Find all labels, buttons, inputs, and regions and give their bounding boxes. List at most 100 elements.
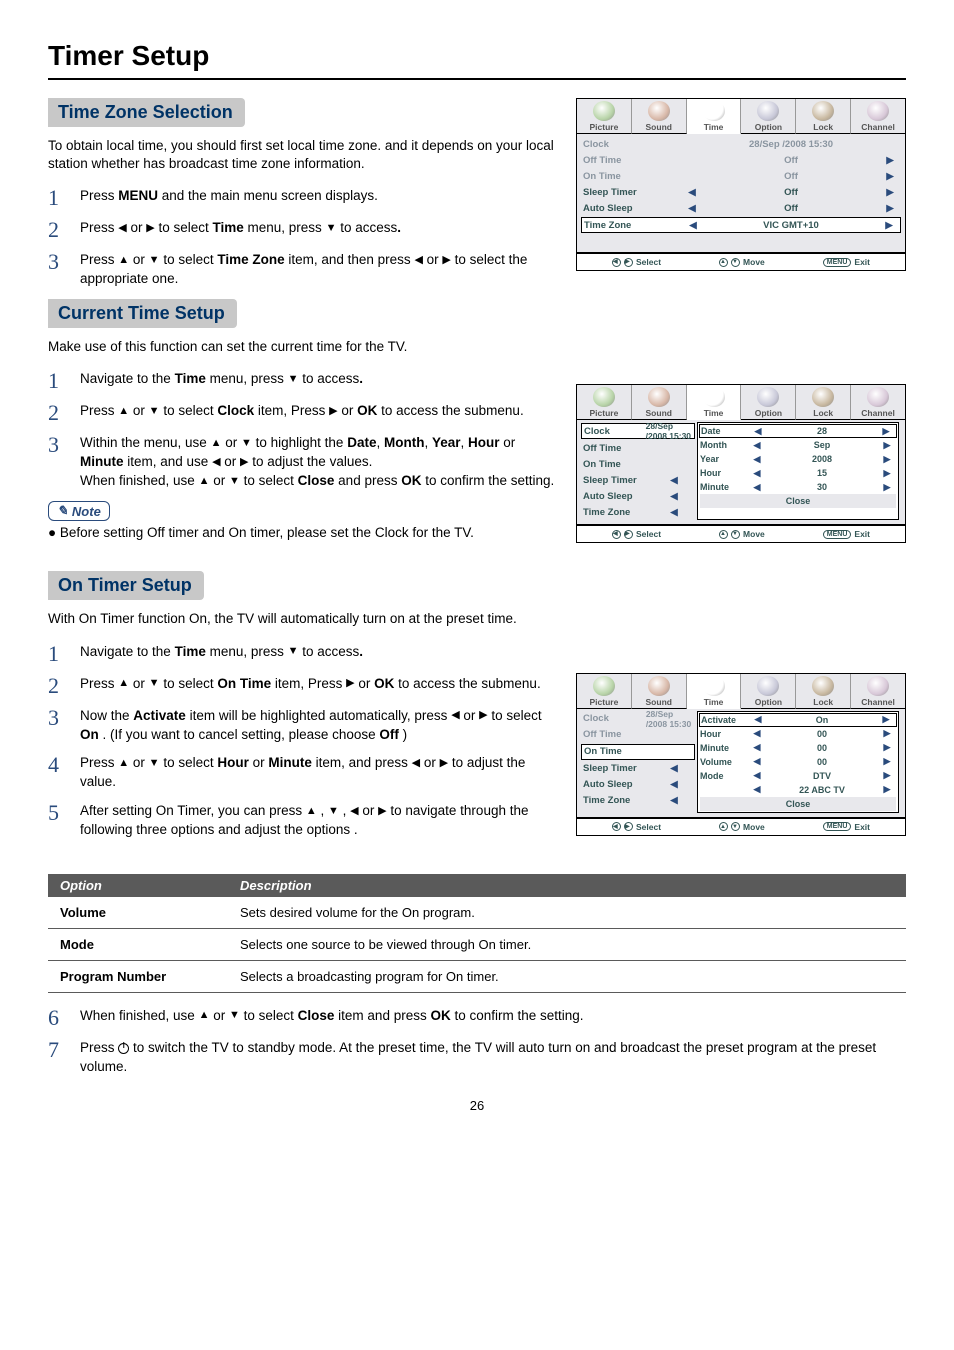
osd-tab: Option	[741, 674, 796, 709]
osd-sub-row: Hour◀15▶	[700, 466, 896, 480]
osd-row: Off TimeOff▶	[583, 152, 899, 168]
step-text: Press ▲ or ▼ to select Hour or Minute it…	[80, 754, 556, 792]
osd-tab: Sound	[632, 385, 687, 420]
osd-tab: Channel	[851, 99, 905, 134]
step-num: 2	[48, 675, 80, 697]
page-title: Timer Setup	[48, 40, 906, 80]
osd-sub-row: ◀22 ABC TV▶	[700, 783, 896, 797]
osd-tab: Channel	[851, 674, 905, 709]
table-header: Option	[48, 874, 228, 897]
osd-sub-row: Date◀28▶	[699, 424, 897, 438]
osd-row: Time Zone◀VIC GMT+10▶	[581, 217, 901, 233]
on-timer-options-table: Option Description VolumeSets desired vo…	[48, 874, 906, 993]
osd-row: Auto Sleep◀	[583, 777, 693, 793]
table-cell: Sets desired volume for the On program.	[228, 897, 906, 929]
step-num: 2	[48, 219, 80, 241]
step-text: When finished, use ▲ or ▼ to select Clos…	[80, 1007, 906, 1029]
step-text: Press ▲ or ▼ to select Clock item, Press…	[80, 402, 556, 424]
osd-tab: Sound	[632, 674, 687, 709]
osd-row: Off Time	[583, 440, 693, 456]
section-header-time-zone: Time Zone Selection	[48, 98, 245, 127]
power-icon	[118, 1043, 129, 1054]
step-text: Now the Activate item will be highlighte…	[80, 707, 556, 745]
note-text: ● Before setting Off timer and On timer,…	[48, 525, 556, 540]
steps-time-zone: 1 Press MENU and the main menu screen di…	[48, 187, 556, 289]
osd-row: On Time	[583, 456, 693, 472]
osd-row: Sleep Timer◀Off▶	[583, 184, 899, 200]
osd-tab: Option	[741, 99, 796, 134]
osd-tab: Picture	[577, 385, 632, 420]
table-cell: Selects a broadcasting program for On ti…	[228, 960, 906, 992]
osd-sub-row: Hour◀00▶	[700, 727, 896, 741]
osd-tab: Lock	[796, 385, 851, 420]
step-num: 5	[48, 802, 80, 840]
step-text: Press ▲ or ▼ to select Time Zone item, a…	[80, 251, 556, 289]
intro-time-zone: To obtain local time, you should first s…	[48, 137, 556, 173]
section-header-on-timer: On Timer Setup	[48, 571, 204, 600]
step-num: 2	[48, 402, 80, 424]
osd-row: Sleep Timer◀	[583, 761, 693, 777]
step-num: 7	[48, 1039, 80, 1077]
osd-row: Off Time	[583, 727, 693, 743]
osd-current-time: PictureSoundTimeOptionLockChannel Clock2…	[576, 384, 906, 543]
table-row: VolumeSets desired volume for the On pro…	[48, 897, 906, 929]
osd-row: On Time	[581, 744, 695, 760]
step-text: Navigate to the Time menu, press ▼ to ac…	[80, 643, 556, 665]
osd-sub-row: Year◀2008▶	[700, 452, 896, 466]
table-cell: Volume	[48, 897, 228, 929]
step-text: Press to switch the TV to standby mode. …	[80, 1039, 906, 1077]
osd-time-zone: PictureSoundTimeOptionLockChannel Clock2…	[576, 98, 906, 271]
step-text: Press ▲ or ▼ to select On Time item, Pre…	[80, 675, 556, 697]
osd-row: Clock28/Sep /2008 15:30	[583, 711, 693, 727]
step-num: 3	[48, 251, 80, 289]
step-num: 1	[48, 370, 80, 392]
steps-on-timer-tail: 6 When finished, use ▲ or ▼ to select Cl…	[48, 1007, 906, 1077]
steps-on-timer: 1 Navigate to the Time menu, press ▼ to …	[48, 643, 556, 840]
osd-row: Time Zone◀	[583, 504, 693, 520]
osd-sub-row: Activate◀On▶	[699, 713, 897, 727]
osd-tab: Lock	[796, 674, 851, 709]
osd-row: Sleep Timer◀	[583, 472, 693, 488]
osd-sub-row: Minute◀00▶	[700, 741, 896, 755]
step-text: Press MENU and the main menu screen disp…	[80, 187, 556, 209]
osd-sub-close: Close	[700, 494, 896, 508]
osd-row: Time Zone◀	[583, 793, 693, 809]
table-row: ModeSelects one source to be viewed thro…	[48, 928, 906, 960]
osd-tab: Sound	[632, 99, 687, 134]
step-num: 4	[48, 754, 80, 792]
table-cell: Program Number	[48, 960, 228, 992]
osd-sub-row: Mode◀DTV▶	[700, 769, 896, 783]
osd-sub-row: Minute◀30▶	[700, 480, 896, 494]
osd-tab: Time	[687, 99, 742, 134]
step-num: 3	[48, 707, 80, 745]
osd-row: On TimeOff▶	[583, 168, 899, 184]
osd-tab: Time	[687, 674, 742, 709]
step-num: 3	[48, 434, 80, 491]
page-number: 26	[48, 1098, 906, 1113]
steps-current-time: 1 Navigate to the Time menu, press ▼ to …	[48, 370, 556, 491]
section-header-current-time: Current Time Setup	[48, 299, 237, 328]
osd-row: Auto Sleep◀	[583, 488, 693, 504]
osd-sub-close: Close	[700, 797, 896, 811]
osd-sub-row: Month◀Sep▶	[700, 438, 896, 452]
step-text: Press ◀ or ▶ to select Time menu, press …	[80, 219, 556, 241]
step-num: 1	[48, 187, 80, 209]
table-row: Program NumberSelects a broadcasting pro…	[48, 960, 906, 992]
step-num: 1	[48, 643, 80, 665]
osd-sub-row: Volume◀00▶	[700, 755, 896, 769]
osd-tab: Option	[741, 385, 796, 420]
table-cell: Mode	[48, 928, 228, 960]
table-cell: Selects one source to be viewed through …	[228, 928, 906, 960]
intro-current-time: Make use of this function can set the cu…	[48, 338, 556, 356]
osd-tab: Channel	[851, 385, 905, 420]
step-text: Navigate to the Time menu, press ▼ to ac…	[80, 370, 556, 392]
osd-on-timer: PictureSoundTimeOptionLockChannel Clock2…	[576, 673, 906, 836]
osd-row: Clock28/Sep /2008 15:30	[581, 423, 695, 439]
osd-tab: Time	[687, 385, 742, 420]
osd-tab: Lock	[796, 99, 851, 134]
step-text: After setting On Timer, you can press ▲ …	[80, 802, 556, 840]
osd-tab: Picture	[577, 674, 632, 709]
note-label: ✎ Note	[48, 501, 110, 521]
intro-on-timer: With On Timer function On, the TV will a…	[48, 610, 906, 628]
osd-tab: Picture	[577, 99, 632, 134]
